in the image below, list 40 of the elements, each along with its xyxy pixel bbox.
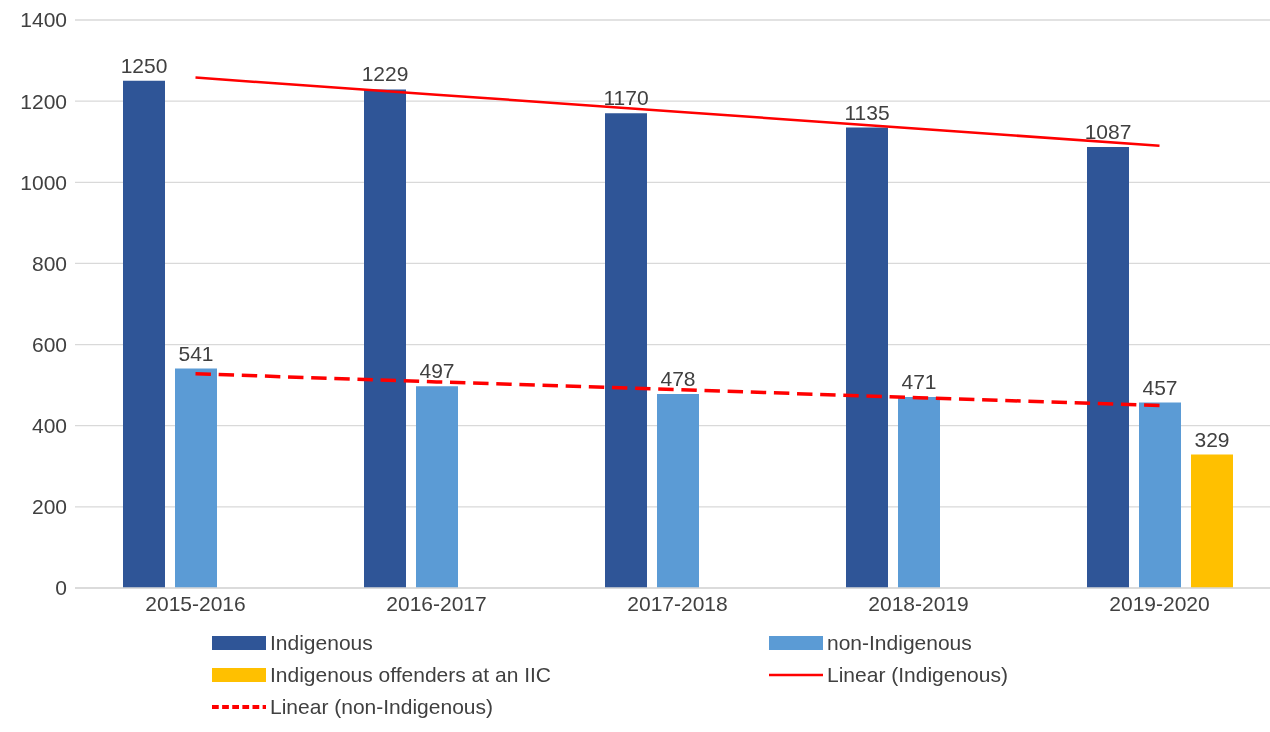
legend-label: Indigenous xyxy=(270,631,373,655)
bar xyxy=(1087,146,1129,588)
legend-label: Linear (non-Indigenous) xyxy=(270,695,493,719)
bar xyxy=(1191,454,1233,588)
data-label: 471 xyxy=(901,369,937,393)
legend-label: Linear (Indigenous) xyxy=(827,663,1008,687)
y-tick-label: 600 xyxy=(31,333,67,357)
bar xyxy=(898,396,940,588)
bar xyxy=(846,127,888,588)
x-tick-label: 2017-2018 xyxy=(627,591,728,615)
y-tick-label: 1000 xyxy=(20,170,67,194)
y-tick-label: 0 xyxy=(55,576,67,600)
data-label: 457 xyxy=(1142,375,1178,399)
bar xyxy=(416,386,458,588)
x-tick-label: 2019-2020 xyxy=(1109,591,1210,615)
data-label: 478 xyxy=(660,367,696,391)
y-tick-label: 1200 xyxy=(20,89,67,113)
x-tick-label: 2015-2016 xyxy=(145,591,246,615)
data-label: 1087 xyxy=(1084,119,1132,143)
data-label: 497 xyxy=(419,359,455,383)
data-label: 329 xyxy=(1194,427,1230,451)
legend-label: Indigenous offenders at an IIC xyxy=(270,663,551,687)
data-label: 1250 xyxy=(120,53,168,77)
bar xyxy=(175,368,217,588)
y-tick-label: 1400 xyxy=(20,8,67,32)
x-tick-label: 2016-2017 xyxy=(386,591,487,615)
data-label: 541 xyxy=(178,341,214,365)
data-label: 1135 xyxy=(844,100,890,124)
data-label: 1170 xyxy=(603,86,649,110)
x-tick-label: 2018-2019 xyxy=(868,591,969,615)
y-tick-label: 200 xyxy=(31,495,67,519)
y-tick-label: 800 xyxy=(31,251,67,275)
bar xyxy=(364,89,406,588)
bar xyxy=(1139,402,1181,588)
bar xyxy=(605,113,647,588)
data-label: 1229 xyxy=(361,62,409,86)
bar xyxy=(657,394,699,588)
bar xyxy=(123,80,165,588)
legend-label: non-Indigenous xyxy=(827,631,972,655)
y-tick-label: 400 xyxy=(31,414,67,438)
